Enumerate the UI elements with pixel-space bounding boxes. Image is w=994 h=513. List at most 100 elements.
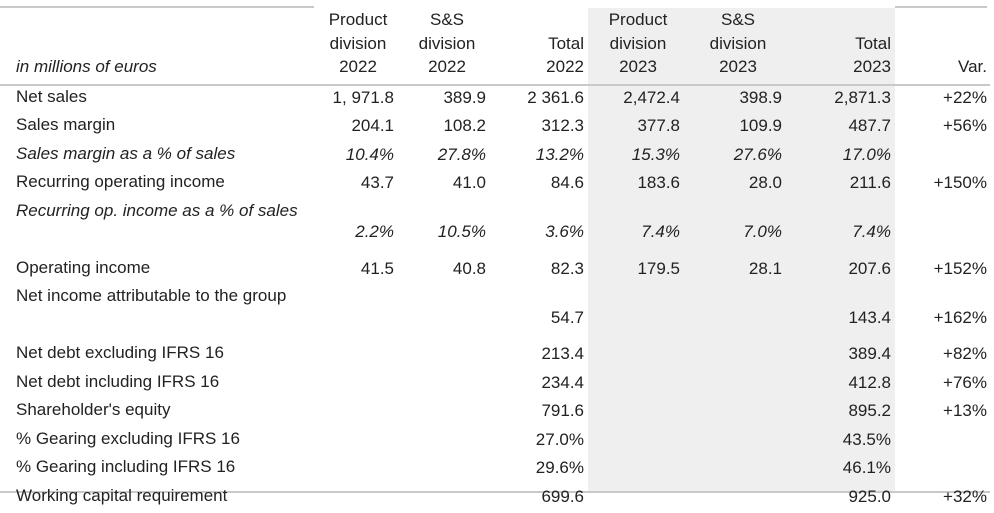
table-cell: 29.6% [492,456,588,485]
column-header-line: Total [788,32,891,56]
column-header-line: division [314,32,402,56]
table-cell [314,399,402,428]
table-cell: 109.9 [688,114,788,143]
table-cell [402,342,492,371]
table-cell: +150% [895,171,994,200]
column-header: Total 2022 [492,8,588,79]
table-cell: 28.0 [688,171,788,200]
row-label: Recurring op. income as a % of sales [0,200,314,257]
row-label: Net debt including IFRS 16 [0,371,314,400]
table-cell [688,285,788,342]
column-header-line: 2022 [402,55,492,79]
column-header: Product division 2022 [314,8,402,79]
table-cell: 2,472.4 [588,86,688,115]
table-cell: 183.6 [588,171,688,200]
table-cell: 207.6 [788,257,895,286]
table-cell: 27.6% [688,143,788,172]
table-cell: 2,871.3 [788,86,895,115]
row-label: % Gearing excluding IFRS 16 [0,428,314,457]
table-cell: +56% [895,114,994,143]
table-cell: +82% [895,342,994,371]
table-cell: 7.0% [688,200,788,257]
table-cell [688,428,788,457]
table-cell: 179.5 [588,257,688,286]
table-cell: 211.6 [788,171,895,200]
table-cell: 43.5% [788,428,895,457]
table-cell: +162% [895,285,994,342]
table-cell [895,143,994,172]
table-cell [402,399,492,428]
table-cell: 1, 971.8 [314,86,402,115]
table-cell [688,399,788,428]
column-header-line: division [688,32,788,56]
table-cell [588,456,688,485]
table-cell: 2.2% [314,200,402,257]
table-cell: 389.4 [788,342,895,371]
table-row: Net income attributable to the group 54.… [0,285,994,342]
column-header-line: 2023 [688,55,788,79]
table-cell: 54.7 [492,285,588,342]
table-cell: 27.8% [402,143,492,172]
table-cell [588,342,688,371]
column-header-line: Var. [895,55,987,79]
table-cell [688,456,788,485]
header-row: in millions of euros Product division 20… [0,8,994,79]
table-cell [895,428,994,457]
column-header-line: 2023 [588,55,688,79]
row-label: Net income attributable to the group [0,285,314,342]
table-cell: +76% [895,371,994,400]
table-cell: 82.3 [492,257,588,286]
column-header: Product division 2023 [588,8,688,79]
table-cell [588,399,688,428]
column-header-line: 2023 [788,55,891,79]
table-row: Shareholder's equity 791.6 895.2 +13% [0,399,994,428]
table-cell: +13% [895,399,994,428]
table-cell: 234.4 [492,371,588,400]
table-cell: 213.4 [492,342,588,371]
table-row: Recurring op. income as a % of sales 2.2… [0,200,994,257]
table-cell: 84.6 [492,171,588,200]
table-cell [314,285,402,342]
column-header-line: 2022 [492,55,584,79]
table-row: Sales margin as a % of sales 10.4% 27.8%… [0,143,994,172]
financial-table-view: in millions of euros Product division 20… [0,0,994,499]
table-cell: 46.1% [788,456,895,485]
table-cell [402,285,492,342]
table-cell: 3.6% [492,200,588,257]
column-header-line: Total [492,32,584,56]
table-row: Net debt including IFRS 16 234.4 412.8 +… [0,371,994,400]
table-cell [314,428,402,457]
table-cell: +152% [895,257,994,286]
row-label: Recurring operating income [0,171,314,200]
column-header-line: division [588,32,688,56]
table-row: Recurring operating income 43.7 41.0 84.… [0,171,994,200]
row-label: Net sales [0,86,314,115]
units-label: in millions of euros [0,8,314,79]
row-label: Sales margin as a % of sales [0,143,314,172]
column-header: Var. [895,8,994,79]
table-cell [402,456,492,485]
column-header-line: S&S [402,8,492,32]
row-label: Operating income [0,257,314,286]
key-figures-table: in millions of euros Product division 20… [0,8,994,513]
column-header: S&S division 2022 [402,8,492,79]
table-row: Net sales 1, 971.8 389.9 2 361.6 2,472.4… [0,86,994,115]
table-cell: 895.2 [788,399,895,428]
row-label: % Gearing including IFRS 16 [0,456,314,485]
table-cell [895,456,994,485]
row-label: Net debt excluding IFRS 16 [0,342,314,371]
table-cell [588,371,688,400]
table-row: % Gearing excluding IFRS 16 27.0% 43.5% [0,428,994,457]
column-header-line: division [402,32,492,56]
column-header-line: S&S [688,8,788,32]
table-cell [895,200,994,257]
table-cell [402,428,492,457]
table-cell: 398.9 [688,86,788,115]
table-cell: 2 361.6 [492,86,588,115]
table-cell: 7.4% [588,200,688,257]
table-cell: 10.5% [402,200,492,257]
table-cell: 28.1 [688,257,788,286]
table-cell [314,342,402,371]
table-cell: 7.4% [788,200,895,257]
table-cell [688,342,788,371]
